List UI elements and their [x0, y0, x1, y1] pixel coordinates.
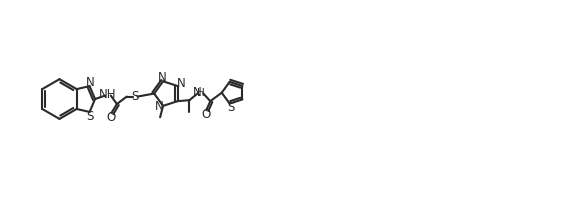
Text: O: O [202, 108, 211, 121]
Text: S: S [227, 101, 234, 114]
Text: S: S [132, 90, 139, 103]
Text: S: S [86, 110, 94, 123]
Text: NH: NH [99, 88, 117, 101]
Text: H: H [197, 88, 205, 98]
Text: N: N [158, 71, 167, 84]
Text: O: O [107, 111, 116, 124]
Text: N: N [155, 100, 163, 113]
Text: N: N [192, 86, 201, 99]
Text: N: N [86, 76, 94, 89]
Text: N: N [177, 77, 186, 90]
